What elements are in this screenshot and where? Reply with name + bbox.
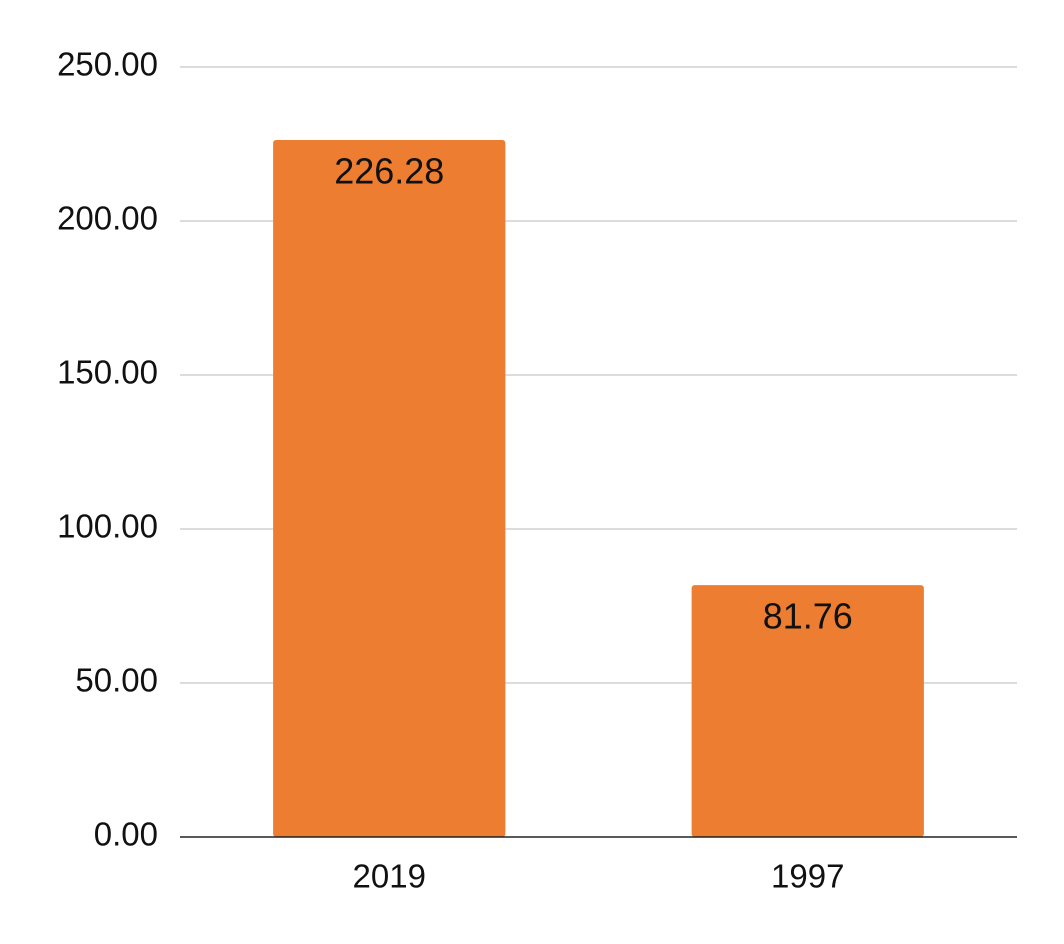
bars <box>273 140 924 837</box>
data-label-2019: 226.28 <box>334 151 444 192</box>
bar-2019 <box>273 140 506 837</box>
y-tick-label: 150.00 <box>57 354 158 391</box>
x-category-label-2019: 2019 <box>353 858 426 895</box>
x-axis-category-labels: 2019 1997 <box>353 858 845 895</box>
y-tick-label: 0.00 <box>94 816 158 853</box>
data-labels: 226.28 81.76 <box>334 151 853 637</box>
x-category-label-1997: 1997 <box>771 858 844 895</box>
y-tick-label: 250.00 <box>57 46 158 83</box>
data-label-1997: 81.76 <box>763 596 853 637</box>
y-axis-tick-labels: 0.00 50.00 100.00 150.00 200.00 250.00 <box>57 46 158 853</box>
y-tick-label: 50.00 <box>75 662 158 699</box>
bar-1997 <box>691 585 924 837</box>
y-tick-label: 100.00 <box>57 508 158 545</box>
y-tick-label: 200.00 <box>57 200 158 237</box>
